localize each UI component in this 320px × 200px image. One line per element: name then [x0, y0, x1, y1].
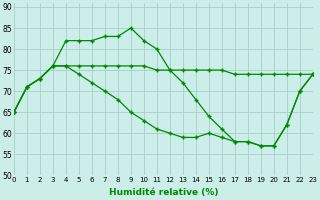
X-axis label: Humidité relative (%): Humidité relative (%) — [108, 188, 218, 197]
